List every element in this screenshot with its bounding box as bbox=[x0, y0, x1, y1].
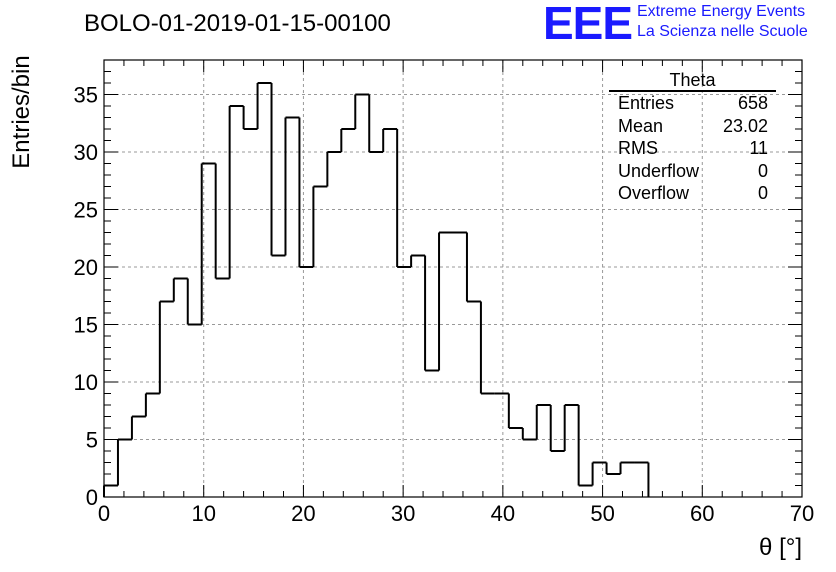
logo-line-2: La Scienza nelle Scuole bbox=[637, 23, 808, 40]
x-axis-title: θ [°] bbox=[759, 534, 802, 561]
stats-title: Theta bbox=[609, 70, 776, 92]
y-axis-title: Entries/bin bbox=[8, 55, 35, 169]
x-tick-label: 60 bbox=[690, 501, 714, 526]
run-title: BOLO-01-2019-01-15-00100 bbox=[84, 10, 391, 37]
stats-value: 658 bbox=[737, 93, 768, 113]
x-tick-label: 30 bbox=[391, 501, 415, 526]
y-tick-label: 15 bbox=[74, 313, 98, 338]
stats-row-entries: Entries 658 bbox=[609, 92, 776, 115]
x-tick-label: 40 bbox=[491, 501, 515, 526]
y-tick-label: 30 bbox=[74, 140, 98, 165]
y-tick-label: 20 bbox=[74, 255, 98, 280]
x-tick-label: 10 bbox=[191, 501, 215, 526]
stats-value: 11 bbox=[749, 138, 768, 159]
logo-line-1: Extreme Energy Events bbox=[637, 3, 806, 20]
stats-value: 0 bbox=[757, 160, 768, 181]
stats-row-mean: Mean 23.02 bbox=[609, 115, 776, 138]
x-tick-label: 50 bbox=[590, 501, 614, 526]
stats-row-underflow: Underflow 0 bbox=[609, 160, 776, 183]
stats-label: Entries bbox=[618, 93, 675, 113]
y-tick-label: 0 bbox=[86, 485, 98, 510]
x-tick-label: 70 bbox=[790, 501, 814, 526]
stats-label: Mean bbox=[618, 115, 664, 136]
stats-row-rms: RMS 11 bbox=[609, 137, 776, 160]
stats-box: Theta Entries 658 Mean 23.02 RMS 11 Unde… bbox=[609, 70, 776, 205]
y-tick-label: 10 bbox=[74, 370, 98, 395]
y-tick-label: 25 bbox=[74, 198, 98, 223]
stats-value: 23.02 bbox=[722, 115, 768, 136]
x-tick-label: 0 bbox=[98, 501, 110, 526]
stats-label: Underflow bbox=[618, 160, 700, 181]
stats-row-overflow: Overflow 0 bbox=[609, 182, 776, 205]
y-tick-label: 35 bbox=[74, 83, 98, 108]
eee-logo: EEE bbox=[543, 0, 633, 49]
stats-label: RMS bbox=[618, 138, 658, 159]
stats-label: Overflow bbox=[618, 183, 690, 204]
y-tick-label: 5 bbox=[86, 428, 98, 453]
x-tick-label: 20 bbox=[291, 501, 315, 526]
stats-value: 0 bbox=[757, 183, 768, 204]
